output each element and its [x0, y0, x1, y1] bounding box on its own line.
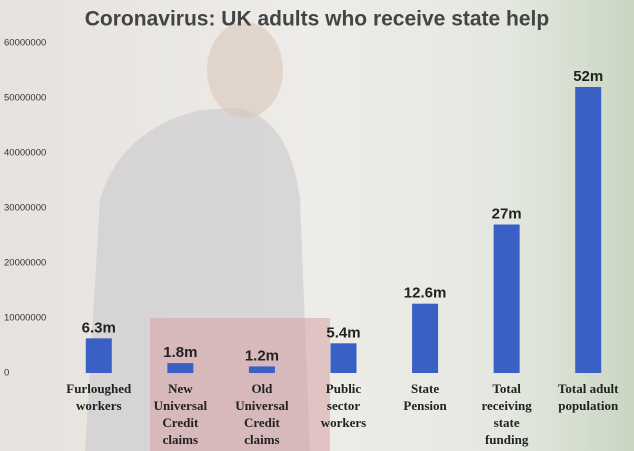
x-tick-label: State Pension	[403, 381, 447, 413]
x-tick-label-line: sector	[327, 398, 360, 413]
value-label: 52m	[573, 68, 603, 85]
x-tick-label-line: Universal	[154, 398, 208, 413]
y-tick-label: 50000000	[4, 93, 46, 104]
x-tick-label: Total adult population	[558, 381, 619, 413]
x-tick-label: Total receiving state funding	[481, 381, 532, 447]
y-tick-label: 30000000	[4, 203, 46, 214]
bar	[412, 303, 439, 373]
x-tick-label-line: claims	[163, 432, 198, 447]
value-label: 6.3m	[82, 319, 116, 336]
x-tick-label-line: population	[558, 398, 619, 413]
y-tick-label: 60000000	[4, 38, 46, 49]
x-tick-label-line: Public	[326, 381, 362, 396]
x-tick-label-line: claims	[244, 432, 279, 447]
x-tick-label-line: funding	[485, 432, 529, 447]
y-tick-label: 10000000	[4, 313, 46, 324]
value-label: 5.4m	[326, 324, 360, 341]
bar	[575, 87, 602, 373]
x-tick-label-line: Total adult	[558, 381, 619, 396]
x-tick-label-line: Pension	[403, 398, 447, 413]
value-label: 1.2m	[245, 347, 279, 364]
x-tick-label-line: Furloughed	[66, 381, 132, 396]
x-tick-label-line: Credit	[244, 415, 281, 430]
chart-title: Coronavirus: UK adults who receive state…	[85, 8, 549, 31]
figure-head	[207, 22, 283, 118]
red-box	[150, 318, 330, 451]
x-tick-label-line: state	[494, 415, 520, 430]
y-tick-label: 20000000	[4, 258, 46, 269]
bar	[248, 366, 275, 373]
y-tick-label: 0	[4, 368, 9, 379]
x-tick-label-line: workers	[76, 398, 122, 413]
value-label: 1.8m	[163, 344, 197, 361]
y-tick-label: 40000000	[4, 148, 46, 159]
value-label: 27m	[492, 206, 522, 223]
x-tick-label-line: Credit	[162, 415, 199, 430]
x-tick-label-line: New	[168, 381, 193, 396]
x-tick-label-line: Total	[492, 381, 521, 396]
bar	[167, 363, 194, 373]
x-tick-label: Old Universal Credit claims	[235, 381, 289, 447]
x-tick-label-line: receiving	[481, 398, 532, 413]
x-tick-label: Furloughed workers	[66, 381, 132, 413]
x-tick-label: Public sector workers	[321, 381, 367, 430]
x-tick-label-line: Old	[251, 381, 273, 396]
x-tick-label: New Universal Credit claims	[154, 381, 208, 447]
bar	[493, 224, 520, 373]
x-tick-label-line: workers	[321, 415, 367, 430]
x-tick-label-line: State	[411, 381, 439, 396]
x-tick-label-line: Universal	[235, 398, 289, 413]
bar	[330, 343, 357, 373]
value-label: 12.6m	[404, 285, 447, 302]
bar	[85, 338, 112, 373]
